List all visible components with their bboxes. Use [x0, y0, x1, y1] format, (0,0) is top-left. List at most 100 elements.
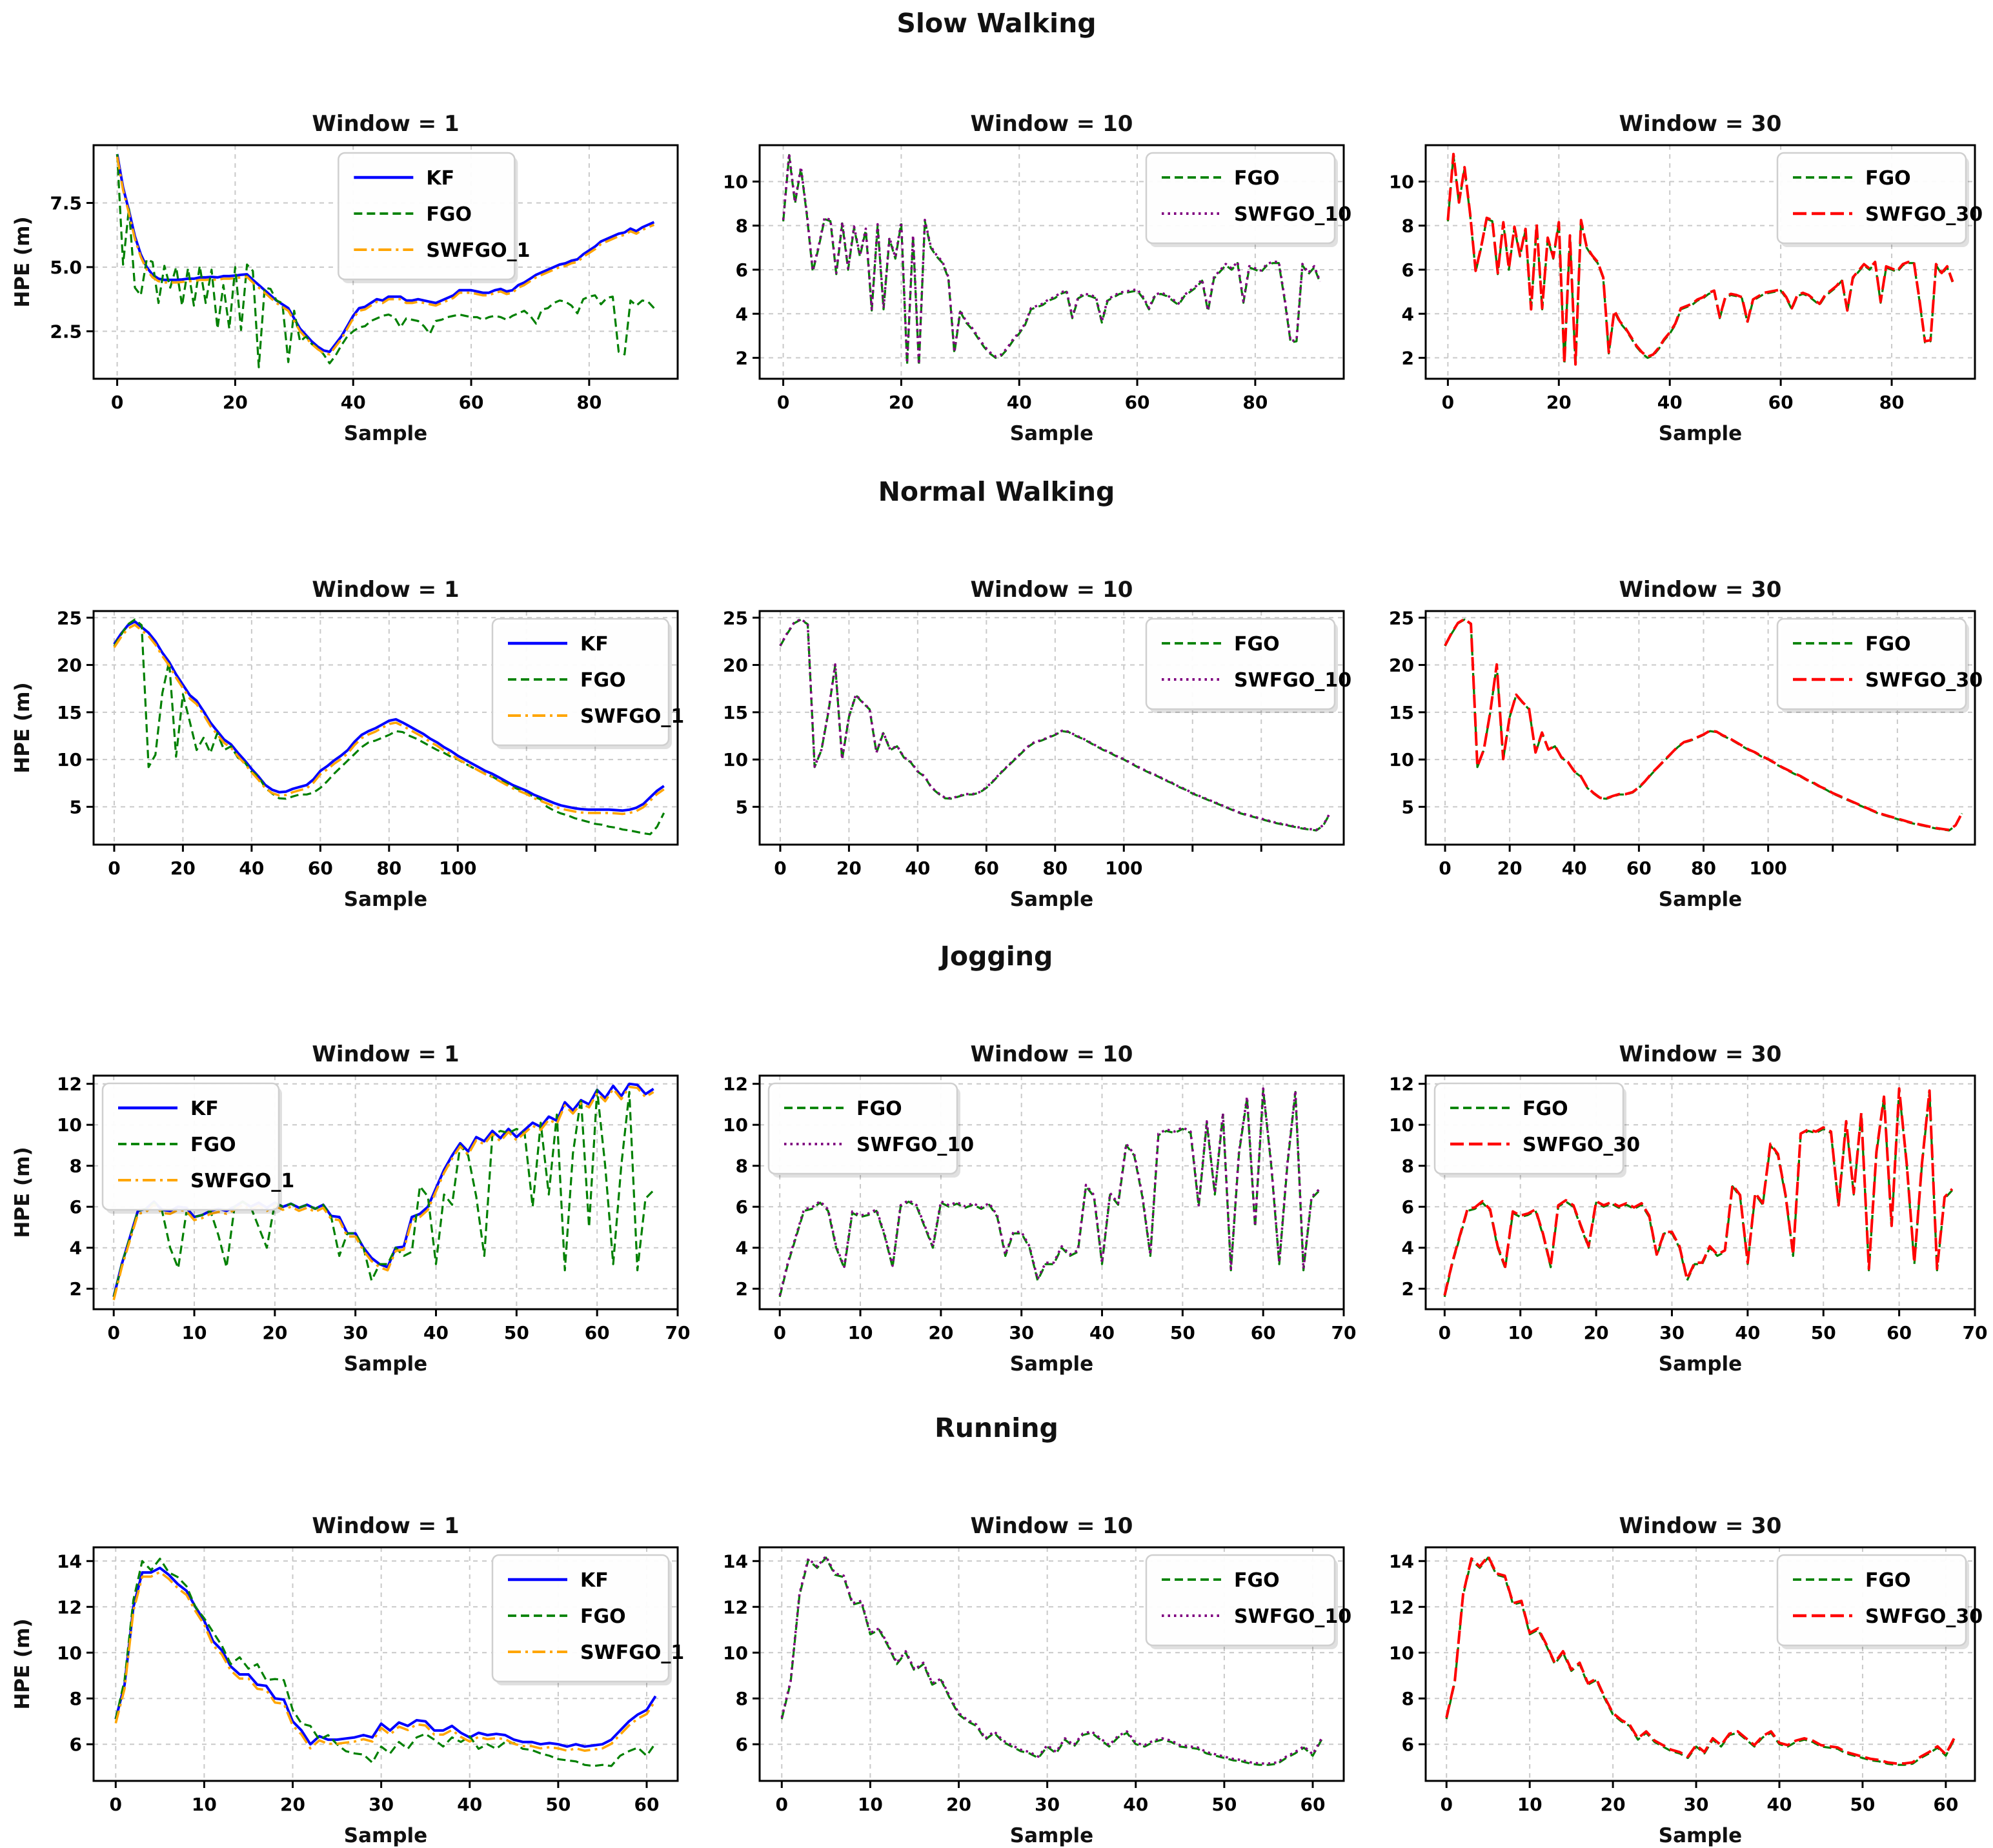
x-tick-label: 80 [1042, 858, 1067, 879]
legend-label-FGO: FGO [1234, 167, 1280, 190]
y-tick-label: 6 [1402, 259, 1414, 281]
y-tick-label: 4 [736, 303, 748, 325]
x-axis-label: Sample [344, 422, 427, 445]
axes-frame [758, 1546, 1345, 1782]
y-tick-label: 5 [1402, 796, 1414, 818]
y-axis-label: HPE (m) [11, 216, 34, 307]
x-tick-label: 50 [1811, 1322, 1836, 1343]
legend-box [1776, 152, 1967, 245]
y-axis-label: HPE (m) [11, 1147, 34, 1238]
y-tick-label: 10 [57, 1114, 82, 1136]
y-tick-label: 12 [1389, 1074, 1414, 1095]
series-SWFGO_30-line [1446, 152, 1954, 366]
panel-title: Window = 30 [1619, 577, 1782, 603]
x-tick-label: 0 [111, 392, 123, 413]
series-FGO-line [780, 1556, 1323, 1766]
x-tick-label: 0 [777, 392, 789, 413]
axes-frame [92, 1546, 679, 1782]
series-SWFGO_10-line [778, 1087, 1320, 1296]
y-tick-label: 2.5 [50, 321, 82, 342]
legend-label-FGO: FGO [426, 203, 472, 226]
legend-box [1145, 618, 1336, 710]
x-tick-label: 10 [182, 1322, 207, 1343]
legend-label-KF: KF [580, 633, 609, 656]
x-tick-label: 0 [773, 1322, 785, 1343]
axes-frame [1424, 144, 1976, 380]
series-FGO-line [114, 1558, 657, 1767]
y-tick-label: 14 [57, 1551, 82, 1572]
legend-label-KF: KF [190, 1098, 219, 1120]
x-tick-label: 50 [545, 1794, 571, 1815]
legend-label-SWFGO_30: SWFGO_30 [1865, 669, 1983, 692]
legend-box [767, 1082, 958, 1175]
panel-r0c1: 0 20 40 60 80 2 4 6 8 10 Window = 10 Sample FGO SWFGO… [723, 111, 1351, 445]
legend-label-FGO: FGO [580, 1605, 626, 1628]
panel-title: Window = 10 [971, 577, 1133, 603]
x-tick-label: 40 [1123, 1794, 1148, 1815]
y-tick-label: 2 [736, 348, 748, 369]
x-tick-label: 30 [343, 1322, 368, 1343]
panel-title: Window = 1 [312, 1041, 459, 1067]
x-tick-label: 30 [1659, 1322, 1684, 1343]
x-tick-label: 40 [341, 392, 366, 413]
series-FGO-line [113, 618, 665, 836]
y-tick-label: 6 [70, 1196, 82, 1218]
y-tick-label: 12 [57, 1074, 82, 1095]
x-tick-label: 10 [1517, 1794, 1543, 1815]
series-KF-line [112, 1082, 654, 1298]
x-axis-label: Sample [1659, 422, 1742, 445]
y-tick-label: 6 [1402, 1196, 1414, 1218]
legend-label-KF: KF [580, 1569, 609, 1592]
series-SWFGO_1-line [114, 1571, 657, 1752]
y-tick-label: 5 [70, 796, 82, 818]
legend-label-SWFGO_10: SWFGO_10 [856, 1134, 974, 1156]
series-SWFGO_10-line [782, 152, 1322, 366]
y-tick-label: 10 [57, 749, 82, 770]
legend-label-FGO: FGO [580, 669, 626, 692]
x-tick-label: 20 [223, 392, 248, 413]
x-axis-label: Sample [344, 1352, 427, 1376]
legend-label-SWFGO_30: SWFGO_30 [1865, 1605, 1983, 1628]
x-tick-label: 0 [774, 858, 786, 879]
series-SWFGO_1-line [116, 156, 655, 356]
legend-label-FGO: FGO [1865, 167, 1911, 190]
x-tick-label: 0 [776, 1794, 788, 1815]
y-tick-label: 10 [723, 1114, 748, 1136]
y-tick-label: 4 [736, 1238, 748, 1259]
x-tick-label: 20 [928, 1322, 953, 1343]
legend-label-SWFGO_1: SWFGO_1 [580, 705, 684, 728]
y-tick-label: 20 [723, 655, 748, 676]
y-tick-label: 2 [1402, 348, 1414, 369]
x-tick-label: 60 [1768, 392, 1794, 413]
axes-frame [1424, 610, 1976, 846]
y-tick-label: 8 [736, 216, 748, 237]
legend-box [1145, 1554, 1336, 1647]
x-tick-label: 70 [1331, 1322, 1357, 1343]
x-tick-label: 40 [423, 1322, 449, 1343]
series-SWFGO_1-line [113, 623, 665, 816]
x-tick-label: 20 [836, 858, 862, 879]
x-tick-label: 20 [170, 858, 196, 879]
y-tick-label: 6 [1402, 1734, 1414, 1755]
legend-box [1776, 618, 1967, 710]
series-SWFGO_10-line [779, 618, 1331, 832]
x-tick-label: 20 [1584, 1322, 1609, 1343]
panel-r2c1: 0 10 20 30 40 50 60 70 2 4 6 8 10 12 Window = 10 Sample… [723, 1041, 1356, 1376]
x-tick-label: 0 [1440, 1794, 1452, 1815]
x-tick-label: 100 [439, 858, 476, 879]
series-FGO-line [112, 1089, 654, 1298]
x-tick-label: 40 [905, 858, 930, 879]
panel-r0c0: 0 20 40 60 80 2.5 5.0 7.5 Window = 1 Sample HPE (m… [11, 111, 679, 445]
x-tick-label: 40 [1767, 1794, 1792, 1815]
x-tick-label: 0 [1442, 392, 1454, 413]
x-tick-label: 60 [1887, 1322, 1912, 1343]
x-tick-label: 20 [280, 1794, 305, 1815]
legend-label-SWFGO_30: SWFGO_30 [1523, 1134, 1640, 1156]
x-tick-label: 0 [107, 1322, 119, 1343]
x-axis-label: Sample [1010, 1824, 1093, 1847]
legend-label-SWFGO_30: SWFGO_30 [1865, 203, 1983, 226]
panel-title: Window = 10 [971, 1513, 1133, 1539]
y-tick-label: 12 [723, 1596, 748, 1618]
y-tick-label: 10 [1389, 171, 1414, 192]
